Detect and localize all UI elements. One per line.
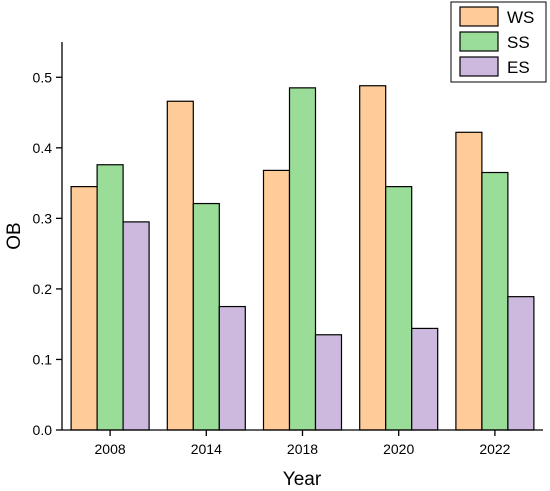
y-tick-label: 0.0 [33, 422, 53, 438]
bar-ws-2008 [70, 186, 98, 431]
bar-es-2020 [411, 327, 439, 431]
y-tick-label: 0.1 [33, 351, 53, 367]
legend-label-ws: WS [507, 8, 534, 27]
legend-swatch-es [459, 56, 499, 77]
legend-swatch-ss [459, 31, 499, 52]
y-ticks-group: 0.0 0.1 0.2 0.3 0.4 0.5 [33, 69, 62, 438]
y-axis-title: OB [4, 222, 25, 249]
legend-swatch-ws [459, 6, 499, 27]
legend-label-es: ES [507, 58, 530, 77]
x-ticks-group: 2008 2014 2018 2020 2022 [95, 430, 511, 457]
bar-es-2014 [218, 305, 246, 431]
bar-ss-2022 [481, 171, 509, 431]
x-tick-label: 2018 [287, 441, 318, 457]
bar-ws-2022 [455, 131, 483, 431]
legend-label-ss: SS [507, 33, 530, 52]
x-tick-label: 2014 [191, 441, 222, 457]
y-tick-label: 0.3 [33, 210, 53, 226]
x-tick-label: 2008 [95, 441, 126, 457]
bar-ss-2008 [96, 164, 124, 431]
y-tick-label: 0.4 [33, 140, 53, 156]
bar-ss-2018 [288, 87, 317, 431]
x-tick-label: 2020 [383, 441, 414, 457]
y-tick-label: 0.2 [33, 281, 53, 297]
legend: WS SS ES [450, 1, 547, 83]
bar-ws-2020 [359, 85, 387, 431]
bar-ss-2020 [385, 186, 413, 431]
x-tick-label: 2022 [479, 441, 510, 457]
bar-es-2018 [314, 334, 343, 431]
bar-es-2022 [507, 296, 535, 431]
bar-es-2008 [122, 221, 150, 431]
x-axis-title: Year [283, 469, 322, 490]
bars-group [70, 85, 535, 431]
bar-ws-2014 [166, 100, 194, 431]
y-tick-label: 0.5 [33, 69, 53, 85]
bar-ss-2014 [192, 202, 220, 431]
bar-ws-2018 [262, 169, 291, 431]
